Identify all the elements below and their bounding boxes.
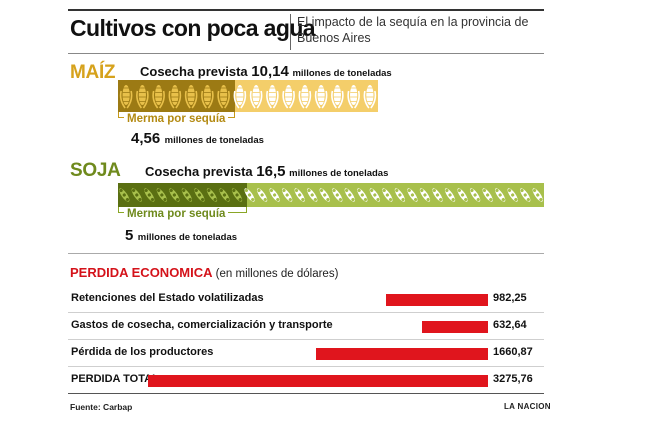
soy-pod-icon <box>394 188 406 202</box>
soy-pod-icon <box>344 188 355 202</box>
soy-pod-icon <box>219 188 230 202</box>
corn-icon <box>298 85 312 109</box>
soy-pod-icon <box>507 188 518 202</box>
corn-icon <box>201 85 214 109</box>
soy-pod-icon <box>332 188 343 202</box>
soy-pod-icon <box>432 188 443 202</box>
loss-chart-title: PERDIDA ECONOMICA (en millones de dólare… <box>70 265 338 280</box>
harvest-maiz: Cosecha prevista 10,14 millones de tonel… <box>140 63 392 80</box>
corn-icon <box>249 85 263 109</box>
table-row: Pérdida de los productores 1660,87 <box>68 340 544 367</box>
loss-chart-subtitle: (en millones de dólares) <box>215 268 339 280</box>
soy-pod-icon <box>206 188 218 202</box>
row-value: 3275,76 <box>493 373 533 385</box>
soja-grain-icons <box>119 188 543 202</box>
harvest-value: 10,14 <box>251 63 289 80</box>
header-rule <box>68 53 544 54</box>
corn-icon <box>363 85 377 109</box>
loss-unit: millones de toneladas <box>137 232 238 243</box>
soy-pod-icon <box>495 188 506 202</box>
loss-label-maiz: Merma por sequía <box>124 113 229 125</box>
page-title: Cultivos con poca agua <box>70 15 316 41</box>
corn-icon <box>119 85 133 109</box>
soy-pod-icon <box>269 188 280 202</box>
harvest-soja: Cosecha prevista 16,5 millones de tonela… <box>145 163 388 180</box>
soy-pod-icon <box>256 188 268 202</box>
corn-icon <box>331 85 344 109</box>
soy-pod-icon <box>482 188 493 202</box>
row-label: Retenciones del Estado volatilizadas <box>71 292 264 304</box>
soy-pod-icon <box>382 188 393 202</box>
soy-pod-icon <box>156 188 167 202</box>
soy-pod-icon <box>194 188 205 202</box>
soy-pod-icon <box>294 188 305 202</box>
soy-pod-icon <box>369 188 380 202</box>
crop-name-soja: SOJA <box>70 160 121 181</box>
corn-icon <box>184 85 198 109</box>
top-rule <box>68 9 544 11</box>
soy-pod-icon <box>119 188 130 202</box>
page-subtitle: El impacto de la sequía en la provincia … <box>297 15 529 45</box>
row-label: PERDIDA TOTAL <box>71 373 159 385</box>
footer-source: Fuente: Carbap <box>70 402 133 412</box>
soy-pod-icon <box>231 188 243 202</box>
corn-icon <box>347 85 360 109</box>
harvest-label: Cosecha prevista <box>145 164 253 179</box>
row-value: 1660,87 <box>493 346 533 358</box>
soy-pod-icon <box>244 188 255 202</box>
harvest-bar-maiz <box>118 80 378 112</box>
loss-chart-title-text: PERDIDA ECONOMICA <box>70 265 213 280</box>
corn-icon <box>266 85 279 109</box>
corn-icon <box>168 85 182 109</box>
soy-pod-icon <box>444 188 456 202</box>
soy-pod-icon <box>169 188 180 202</box>
soy-pod-icon <box>319 188 330 202</box>
soy-pod-icon <box>469 188 481 202</box>
table-row: Retenciones del Estado volatilizadas 982,… <box>68 286 544 313</box>
soy-pod-icon <box>357 188 368 202</box>
soy-pod-icon <box>144 188 155 202</box>
harvest-value: 16,5 <box>256 163 286 180</box>
footer-credit: LA NACION <box>504 402 551 411</box>
loss-number: 5 <box>125 227 134 244</box>
crop-name-maiz: MAÍZ <box>70 62 116 83</box>
corn-icon <box>217 85 230 109</box>
harvest-unit: millones de toneladas <box>292 68 392 79</box>
soy-pod-icon <box>532 188 543 202</box>
loss-value-maiz: 4,56 millones de toneladas <box>131 130 264 148</box>
table-row: Gastos de cosecha, comercialización y tr… <box>68 313 544 340</box>
loss-bar <box>386 294 488 306</box>
soy-pod-icon <box>520 188 531 202</box>
harvest-bar-soja <box>118 183 544 207</box>
loss-bar <box>316 348 488 360</box>
maiz-grain-icons <box>119 85 377 109</box>
row-label: Pérdida de los productores <box>71 346 214 358</box>
corn-icon <box>136 85 149 109</box>
loss-number: 4,56 <box>131 130 161 147</box>
loss-value-soja: 5 millones de toneladas <box>125 227 237 245</box>
loss-bar <box>148 375 488 387</box>
section-rule <box>68 253 544 254</box>
corn-icon <box>152 85 165 109</box>
soy-pod-icon <box>181 188 193 202</box>
loss-label-soja: Merma por sequía <box>124 208 229 220</box>
corn-icon <box>282 85 295 109</box>
table-row: PERDIDA TOTAL 3275,76 <box>68 367 544 394</box>
row-value: 982,25 <box>493 292 527 304</box>
row-value: 632,64 <box>493 319 527 331</box>
soy-pod-icon <box>282 188 293 202</box>
soy-pod-icon <box>131 188 142 202</box>
harvest-unit: millones de toneladas <box>289 168 389 179</box>
soy-pod-icon <box>457 188 468 202</box>
soy-pod-icon <box>419 188 431 202</box>
row-label: Gastos de cosecha, comercialización y tr… <box>71 319 333 331</box>
harvest-label: Cosecha prevista <box>140 64 248 79</box>
corn-icon <box>314 85 328 109</box>
loss-bar <box>422 321 488 333</box>
soy-pod-icon <box>407 188 418 202</box>
corn-icon <box>233 85 247 109</box>
soy-pod-icon <box>307 188 318 202</box>
loss-unit: millones de toneladas <box>164 135 264 146</box>
title-separator <box>290 14 291 50</box>
